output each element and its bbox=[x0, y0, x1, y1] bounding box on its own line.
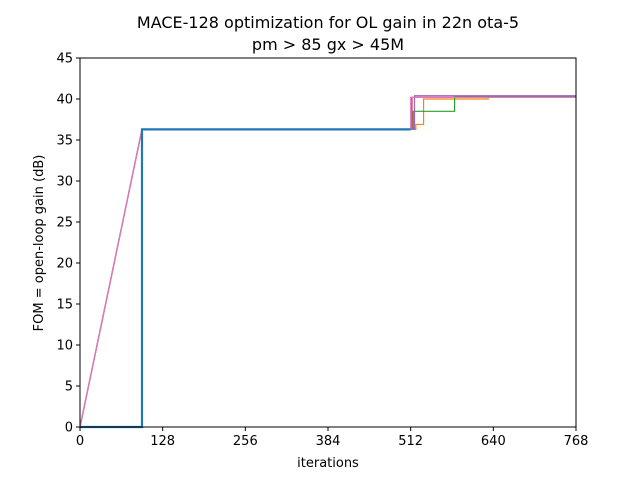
chart-title-line-1: MACE-128 optimization for OL gain in 22n… bbox=[137, 13, 519, 32]
y-tick-label: 15 bbox=[56, 298, 73, 313]
x-tick-label: 768 bbox=[564, 434, 589, 449]
x-tick-label: 128 bbox=[150, 434, 175, 449]
y-axis: 0 5 10 15 20 25 30 35 40 45 bbox=[56, 52, 80, 436]
y-tick-label: 30 bbox=[56, 175, 73, 190]
plot-frame bbox=[79, 57, 577, 428]
x-tick-label: 640 bbox=[481, 434, 506, 449]
y-tick-label: 20 bbox=[56, 257, 73, 272]
y-axis-label: FOM = open-loop gain (dB) bbox=[32, 155, 47, 332]
x-axis: 0 128 256 384 512 640 768 bbox=[76, 427, 589, 449]
y-tick-label: 10 bbox=[56, 339, 73, 354]
y-tick-label: 5 bbox=[65, 380, 73, 395]
y-tick-label: 40 bbox=[56, 93, 73, 108]
x-tick-label: 384 bbox=[316, 434, 341, 449]
chart-title-line-2: pm > 85 gx > 45M bbox=[252, 35, 404, 54]
x-tick-label: 512 bbox=[398, 434, 423, 449]
x-tick-label: 256 bbox=[233, 434, 258, 449]
x-tick-label: 0 bbox=[76, 434, 84, 449]
y-tick-label: 25 bbox=[56, 216, 73, 231]
y-tick-label: 0 bbox=[65, 421, 73, 436]
y-tick-label: 35 bbox=[56, 134, 73, 149]
y-tick-label: 45 bbox=[56, 52, 73, 67]
x-axis-label: iterations bbox=[297, 456, 359, 471]
